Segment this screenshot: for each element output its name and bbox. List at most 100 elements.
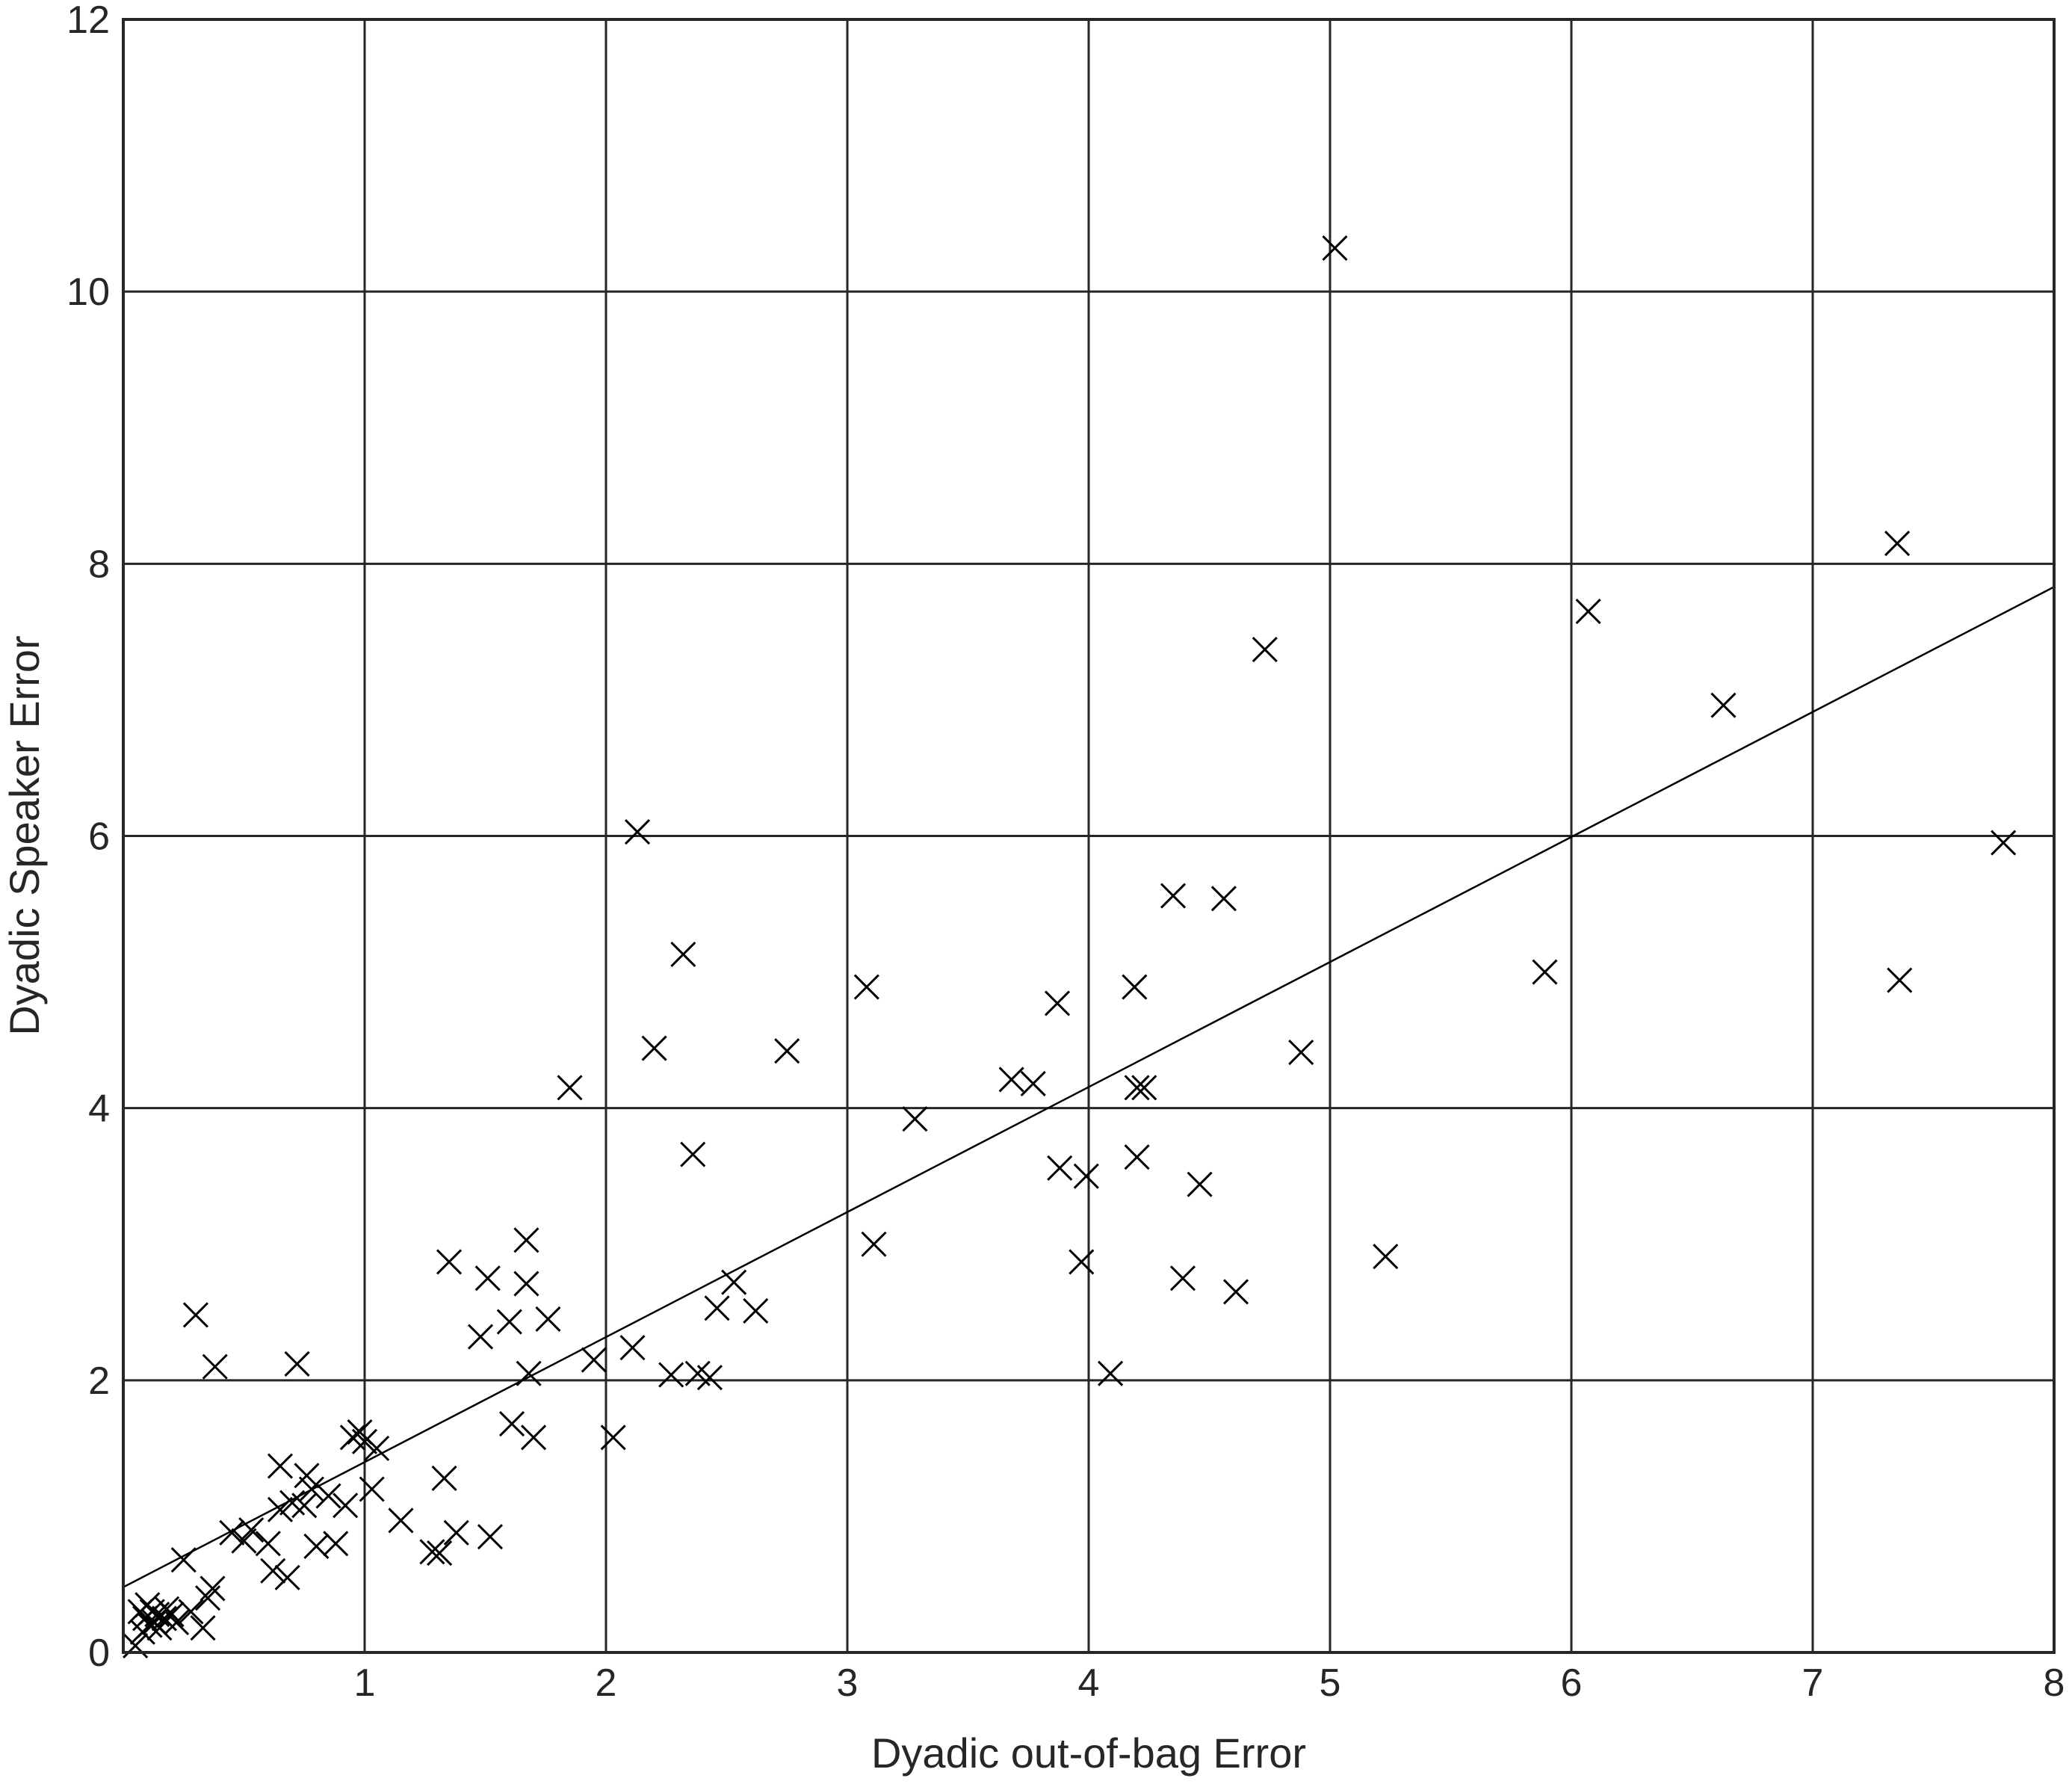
x-tick-label: 6: [1561, 1661, 1583, 1705]
data-point-marker: [658, 1362, 684, 1388]
x-tick-label: 1: [354, 1661, 376, 1705]
data-point-marker: [163, 1609, 190, 1636]
data-point-marker: [238, 1517, 265, 1543]
data-point-marker: [315, 1483, 341, 1509]
data-point-marker: [743, 1297, 769, 1324]
data-point-marker: [513, 1271, 539, 1297]
data-point-marker: [902, 1106, 928, 1132]
data-point-marker: [581, 1347, 607, 1373]
data-point-marker: [1187, 1171, 1213, 1197]
data-point-marker: [267, 1453, 294, 1479]
data-point-marker: [427, 1540, 453, 1567]
data-point-marker: [1252, 636, 1278, 663]
data-point-marker: [359, 1476, 385, 1502]
data-point-marker: [294, 1463, 320, 1489]
data-point-marker: [200, 1575, 226, 1602]
y-tick-label: 6: [88, 815, 110, 859]
data-point-marker: [1131, 1075, 1157, 1101]
fit-line-group: [123, 586, 2055, 1588]
plot-frame: [122, 18, 2056, 1654]
data-point-marker: [1020, 1070, 1046, 1096]
data-point-marker: [1575, 599, 1601, 625]
data-point-marker: [861, 1231, 887, 1257]
data-point-marker: [260, 1558, 286, 1584]
data-point-marker: [474, 1265, 501, 1291]
data-point-marker: [1122, 974, 1148, 1000]
y-tick-label: 4: [88, 1087, 110, 1131]
data-point-marker: [1073, 1163, 1099, 1189]
data-point-marker: [467, 1324, 494, 1350]
data-point-marker: [680, 1141, 706, 1167]
data-point-marker: [1710, 692, 1737, 718]
data-point-marker: [1532, 959, 1558, 985]
data-point-marker: [1991, 830, 2017, 856]
x-tick-label: 5: [1320, 1661, 1341, 1705]
x-tick-label: 7: [1802, 1661, 1824, 1705]
y-tick-label: 8: [88, 543, 110, 586]
data-point-marker: [436, 1249, 463, 1275]
data-point-marker: [774, 1038, 800, 1064]
data-point-marker: [557, 1075, 583, 1101]
data-point-marker: [351, 1428, 378, 1454]
x-tick-label: 8: [2044, 1661, 2065, 1705]
data-point-marker: [178, 1599, 204, 1625]
data-point-marker: [170, 1547, 197, 1573]
data-point-marker: [1887, 967, 1913, 993]
data-point-marker: [535, 1306, 561, 1332]
data-point-marker: [388, 1507, 414, 1534]
fit-line: [123, 586, 2055, 1588]
data-point-marker: [291, 1493, 318, 1519]
data-point-marker: [323, 1531, 349, 1557]
data-point-marker: [419, 1539, 445, 1565]
data-point-marker: [202, 1354, 228, 1380]
data-point-marker: [1044, 990, 1071, 1016]
data-point-marker: [1210, 886, 1237, 912]
data-point-marker: [298, 1476, 325, 1502]
data-point-marker: [333, 1493, 359, 1519]
data-point-marker: [1124, 1075, 1150, 1101]
data-point-marker: [498, 1411, 525, 1437]
data-point-marker: [1124, 1144, 1150, 1170]
y-tick-label: 10: [67, 271, 110, 314]
data-point-marker: [704, 1295, 730, 1321]
data-point-marker: [521, 1425, 547, 1451]
data-point-marker: [1884, 530, 1911, 557]
y-tick-label: 12: [67, 0, 110, 42]
data-point-marker: [1069, 1249, 1095, 1275]
data-point-marker: [182, 1302, 208, 1328]
data-point-marker: [853, 974, 879, 1000]
data-point-marker: [255, 1531, 281, 1557]
x-tick-label: 4: [1078, 1661, 1100, 1705]
y-axis-label: Dyadic Speaker Error: [1, 635, 48, 1035]
x-axis-label: Dyadic out-of-bag Error: [871, 1729, 1306, 1777]
x-tick-label: 3: [837, 1661, 859, 1705]
data-point-marker: [231, 1528, 257, 1554]
data-point-marker: [998, 1067, 1024, 1093]
data-point-marker: [721, 1269, 747, 1295]
data-point-marker: [1169, 1265, 1196, 1291]
data-point-marker: [274, 1564, 300, 1590]
data-point-marker: [1098, 1360, 1124, 1386]
data-point-marker: [516, 1360, 542, 1386]
data-point-marker: [364, 1435, 390, 1461]
data-point-marker: [190, 1615, 216, 1641]
data-point-marker: [670, 941, 696, 967]
data-point-marker: [1222, 1279, 1249, 1305]
data-point-marker: [624, 818, 651, 845]
data-point-marker: [1373, 1244, 1399, 1270]
data-point-marker: [1288, 1039, 1314, 1066]
data-point-marker: [443, 1519, 469, 1546]
data-point-marker: [513, 1227, 539, 1253]
data-points: [123, 235, 2017, 1658]
data-point-marker: [1322, 235, 1348, 261]
data-point-marker: [1047, 1155, 1073, 1181]
data-point-marker: [477, 1524, 504, 1550]
data-point-marker: [696, 1365, 723, 1391]
data-point-marker: [1160, 883, 1187, 909]
y-tick-label: 0: [88, 1632, 110, 1675]
data-point-marker: [496, 1309, 522, 1335]
y-tick-label: 2: [88, 1359, 110, 1403]
data-point-marker: [600, 1425, 626, 1451]
